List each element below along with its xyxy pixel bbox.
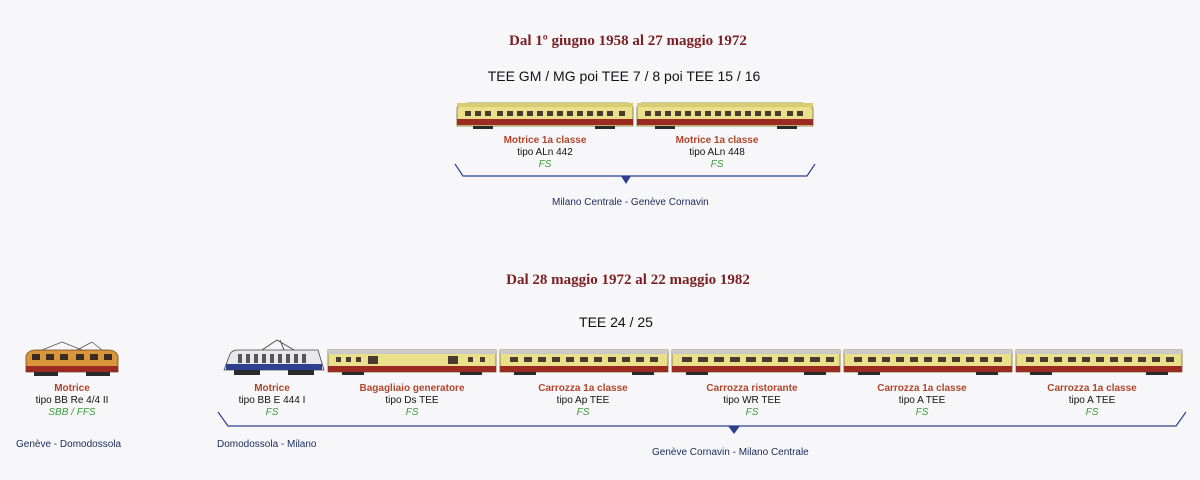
coach-owner: FS [745, 407, 759, 418]
coach-role: Bagagliaio generatore [359, 383, 465, 394]
coach-type: tipo WR TEE [723, 395, 781, 406]
period2-train-name: TEE 24 / 25 [579, 314, 653, 330]
coach-label-a1: Carrozza 1a classe tipo A TEE FS [847, 383, 997, 419]
loco-label-re44: Motrice tipo BB Re 4/4 II SBB / FFS [12, 383, 132, 419]
tee-coach-set-icon [327, 349, 1183, 375]
loco-owner: FS [265, 407, 279, 418]
period2-route-bracket [217, 411, 1187, 434]
coach-ap [499, 349, 669, 373]
unit-type: tipo ALn 448 [689, 147, 745, 158]
aln-railcar-set-icon [456, 102, 814, 129]
unit-owner: FS [710, 159, 724, 170]
coach-owner: FS [1085, 407, 1099, 418]
coach-role: Carrozza 1a classe [877, 383, 967, 394]
coach-label-ds: Bagagliaio generatore tipo Ds TEE FS [337, 383, 487, 419]
unit-label-aln442: Motrice 1a classe tipo ALn 442 FS [480, 135, 610, 171]
unit-role: Motrice 1a classe [503, 135, 587, 146]
period1-title: Dal 1º giugno 1958 al 27 maggio 1972 [509, 33, 747, 49]
coach-wr [671, 349, 841, 373]
coach-type: tipo Ds TEE [385, 395, 439, 406]
coach-bagagliaio [327, 349, 497, 373]
loco-role: Motrice [54, 383, 90, 394]
coach-role: Carrozza 1a classe [1047, 383, 1137, 394]
period1-route-bracket [454, 163, 816, 184]
e444-locomotive-icon [223, 339, 325, 375]
coach-role: Carrozza ristorante [706, 383, 798, 394]
loco-it-route: Domodossola - Milano [217, 439, 317, 450]
coach-label-ap: Carrozza 1a classe tipo Ap TEE FS [508, 383, 658, 419]
unit-label-aln448: Motrice 1a classe tipo ALn 448 FS [652, 135, 782, 171]
coach-label-a2: Carrozza 1a classe tipo A TEE FS [1017, 383, 1167, 419]
period2-title: Dal 28 maggio 1972 al 22 maggio 1982 [506, 272, 750, 288]
loco-owner: SBB / FFS [48, 407, 96, 418]
loco-label-e444: Motrice tipo BB E 444 I FS [212, 383, 332, 419]
coach-owner: FS [405, 407, 419, 418]
unit-type: tipo ALn 442 [517, 147, 573, 158]
coach-type: tipo A TEE [898, 395, 946, 406]
period2-route: Genève Cornavin - Milano Centrale [652, 447, 809, 458]
loco-type: tipo BB E 444 I [238, 395, 306, 406]
unit-owner: FS [538, 159, 552, 170]
coach-owner: FS [915, 407, 929, 418]
period1-route: Milano Centrale - Genève Cornavin [552, 197, 709, 208]
unit-role: Motrice 1a classe [675, 135, 759, 146]
loco-type: tipo BB Re 4/4 II [35, 395, 109, 406]
coach-a-1 [843, 349, 1013, 373]
coach-a-2 [1015, 349, 1183, 373]
coach-owner: FS [576, 407, 590, 418]
aln-railcar-2 [636, 102, 814, 129]
coach-type: tipo A TEE [1068, 395, 1116, 406]
period1-train-name: TEE GM / MG poi TEE 7 / 8 poi TEE 15 / 1… [487, 68, 761, 84]
coach-label-wr: Carrozza ristorante tipo WR TEE FS [677, 383, 827, 419]
re44-locomotive-icon [25, 341, 119, 376]
coach-role: Carrozza 1a classe [538, 383, 628, 394]
loco-role: Motrice [254, 383, 290, 394]
coach-type: tipo Ap TEE [556, 395, 610, 406]
aln-railcar-1 [456, 102, 634, 129]
loco-ch-route: Genève - Domodossola [16, 439, 122, 450]
